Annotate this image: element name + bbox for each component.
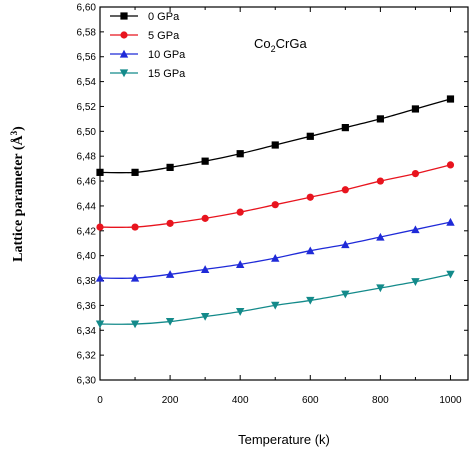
x-tick-label: 0 <box>97 395 103 406</box>
data-point <box>271 141 279 149</box>
data-point <box>166 163 174 171</box>
data-point <box>165 270 175 278</box>
y-axis-title-end: ) <box>11 126 26 131</box>
data-point <box>446 95 455 103</box>
y-tick-label: 6,56 <box>77 52 97 63</box>
legend-marker <box>119 49 129 58</box>
data-point <box>235 260 245 268</box>
data-point <box>376 232 385 241</box>
compound-main: Co <box>254 36 271 51</box>
legend-label: 0 GPa <box>148 11 180 23</box>
x-tick-label: 600 <box>302 395 319 406</box>
data-point <box>271 201 279 209</box>
data-point <box>200 312 210 321</box>
compound-rest: CrGa <box>276 36 308 51</box>
data-point <box>96 223 104 231</box>
plot-area <box>99 6 469 381</box>
data-point <box>411 170 420 178</box>
data-point <box>411 278 420 286</box>
data-point <box>341 290 350 299</box>
data-point <box>95 320 105 329</box>
data-point <box>446 270 455 279</box>
axis-ticks: 6,30 6,32 6,34 6,36 6,38 6,40 6,42 6,44 6,46 6,48… <box>77 3 468 406</box>
data-point <box>201 157 209 165</box>
legend-marker <box>120 31 128 39</box>
y-tick-label: 6,58 <box>77 27 97 38</box>
y-axis-title-main: Lattice parameter (Å <box>10 134 26 261</box>
data-point <box>446 217 455 226</box>
y-tick-label: 6,32 <box>77 351 97 362</box>
data-point <box>376 284 385 293</box>
y-axis-title: Lattice parameter (Å3) <box>9 126 26 262</box>
data-point <box>131 168 139 176</box>
data-point <box>376 115 384 123</box>
y-tick-label: 6,50 <box>77 127 97 138</box>
y-tick-label: 6,46 <box>77 177 97 188</box>
x-tick-label: 200 <box>162 395 179 406</box>
data-point <box>200 265 210 273</box>
data-point <box>411 225 420 234</box>
data-point <box>341 240 350 249</box>
x-tick-label: 1000 <box>439 395 462 406</box>
data-point <box>166 219 174 227</box>
data-point <box>446 161 455 169</box>
data-point <box>271 301 280 310</box>
data-point <box>306 132 314 140</box>
legend-label: 15 GPa <box>148 68 186 80</box>
y-tick-label: 6,54 <box>77 77 97 88</box>
data-point <box>411 105 420 113</box>
y-tick-label: 6,60 <box>77 3 97 14</box>
data-point <box>341 124 349 132</box>
data-point <box>201 214 209 222</box>
legend-items: 0 GPa 5 GPa 10 GPa 15 GPa <box>110 11 186 80</box>
y-tick-label: 6,42 <box>77 226 97 237</box>
data-point <box>131 223 139 231</box>
y-tick-label: 6,34 <box>77 326 97 337</box>
legend: 0 GPa 5 GPa 10 GPa 15 GPa <box>110 11 186 80</box>
data-point <box>165 317 175 326</box>
compound-annotation: Co2CrGa <box>254 36 307 54</box>
data-point <box>130 273 140 282</box>
data-point <box>130 320 140 329</box>
y-axis-title-sup: 3 <box>9 130 19 135</box>
y-tick-label: 6,40 <box>77 251 97 262</box>
data-point <box>95 273 105 282</box>
data-point <box>96 168 104 176</box>
data-point <box>306 193 314 201</box>
data-point <box>341 186 349 194</box>
y-tick-label: 6,36 <box>77 301 97 312</box>
data-point <box>306 246 315 255</box>
data-point <box>271 253 280 262</box>
y-tick-label: 6,30 <box>77 376 97 387</box>
legend-label: 5 GPa <box>148 30 180 42</box>
x-tick-label: 800 <box>372 395 389 406</box>
legend-marker <box>120 12 128 20</box>
y-tick-label: 6,44 <box>77 201 97 212</box>
compound-subscript: 2 <box>271 44 276 54</box>
x-axis-title: Temperature (k) <box>238 432 330 447</box>
data-series <box>95 95 455 329</box>
legend-marker <box>119 69 129 78</box>
y-tick-label: 6,48 <box>77 152 97 163</box>
data-point <box>235 308 245 316</box>
data-point <box>236 150 244 158</box>
y-tick-label: 6,38 <box>77 276 97 287</box>
x-tick-label: 400 <box>232 395 249 406</box>
y-tick-label: 6,52 <box>77 102 97 113</box>
legend-label: 10 GPa <box>148 49 186 61</box>
data-point <box>376 177 384 185</box>
data-point <box>306 296 315 305</box>
data-point <box>236 208 244 216</box>
